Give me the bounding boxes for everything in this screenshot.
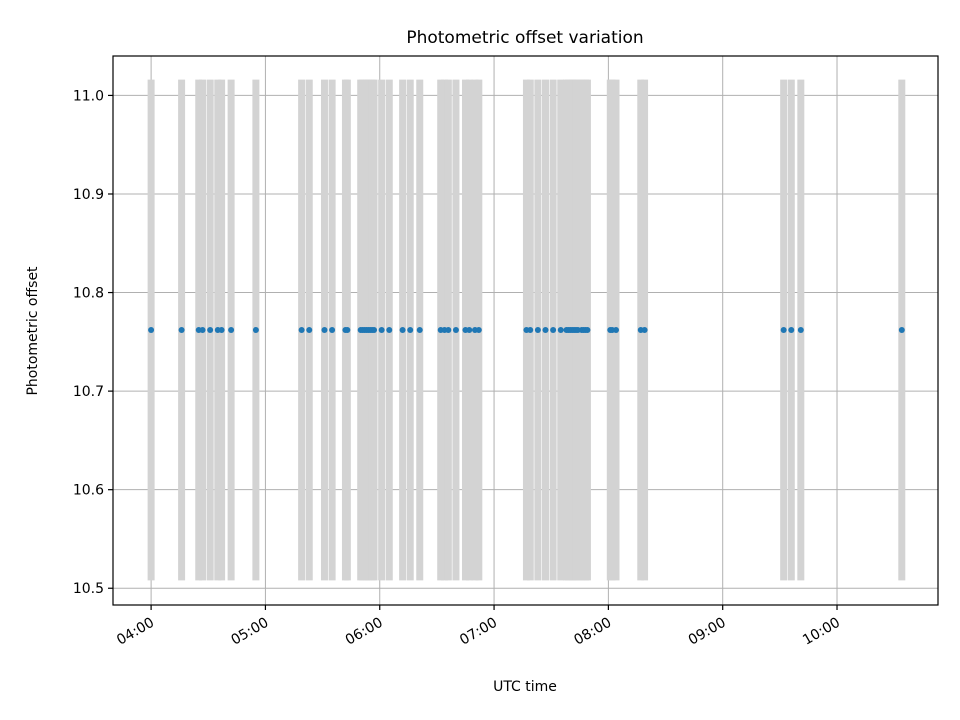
y-tick-label: 10.9 [73, 187, 104, 203]
plot-frame [112, 55, 939, 606]
y-tick-label: 10.6 [73, 483, 104, 499]
y-axis-ticks: 10.5 10.6 10.7 10.8 10.9 11.0 [73, 88, 113, 597]
data-point [218, 327, 225, 334]
x-axis-label: UTC time [493, 679, 557, 695]
x-tick-label: 04:00 [114, 615, 157, 649]
x-tick-label: 07:00 [457, 615, 500, 649]
x-tick-label: 06:00 [343, 615, 386, 649]
data-point [407, 327, 414, 334]
data-point [475, 327, 482, 334]
y-tick-label: 11.0 [73, 88, 104, 104]
x-tick-label: 05:00 [228, 615, 271, 649]
y-tick-label: 10.8 [73, 286, 104, 302]
data-point [178, 327, 185, 334]
data-point [416, 327, 423, 334]
data-point [534, 327, 541, 334]
data-point [466, 327, 473, 334]
data-point [386, 327, 393, 334]
data-point [371, 327, 378, 334]
data-point [445, 327, 452, 334]
y-axis-label: Photometric offset [25, 266, 41, 396]
data-point [378, 327, 385, 334]
data-point [797, 327, 804, 334]
x-tick-label: 09:00 [686, 615, 729, 649]
data-point [306, 327, 313, 334]
data-point [584, 327, 591, 334]
data-point [452, 327, 459, 334]
data-points [148, 327, 905, 334]
data-point [199, 327, 206, 334]
y-tick-label: 10.7 [73, 384, 104, 400]
data-point [542, 327, 549, 334]
data-point [788, 327, 795, 334]
data-point [557, 327, 564, 334]
data-point [613, 327, 620, 334]
data-point [344, 327, 351, 334]
chart-title: Photometric offset variation [406, 28, 643, 48]
data-point [298, 327, 305, 334]
x-tick-label: 10:00 [800, 615, 843, 649]
data-point [641, 327, 648, 334]
data-point [228, 327, 235, 334]
data-point [898, 327, 905, 334]
data-point [527, 327, 534, 334]
data-point [780, 327, 787, 334]
y-tick-label: 10.5 [73, 581, 104, 597]
data-point [252, 327, 259, 334]
data-point [550, 327, 557, 334]
x-axis-ticks: 04:00 05:00 06:00 07:00 08:00 09:00 10:00 [114, 605, 843, 649]
data-point [148, 327, 155, 334]
x-tick-label: 08:00 [571, 615, 614, 649]
data-point [321, 327, 328, 334]
data-point [207, 327, 214, 334]
data-point [329, 327, 336, 334]
data-point [399, 327, 406, 334]
